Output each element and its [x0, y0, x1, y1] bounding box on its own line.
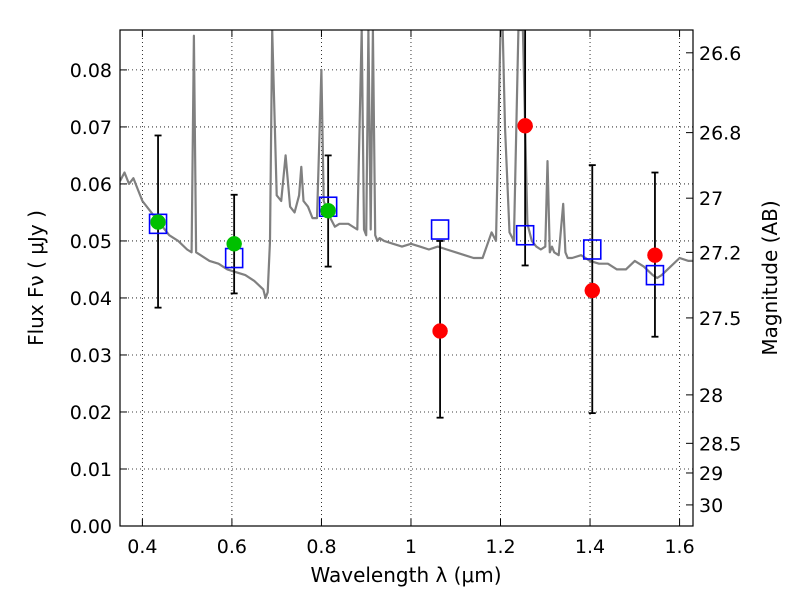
y-axis-label: Flux Fν ( μJy )	[24, 210, 48, 346]
marker-layer	[148, 118, 665, 339]
y-tick-label: 0.02	[70, 402, 112, 424]
y2-tick-label: 27.2	[699, 242, 741, 264]
data-layer	[120, 30, 693, 300]
y2-tick-label: 30	[699, 495, 723, 517]
y2-tick-label: 26.8	[699, 123, 741, 145]
x-tick-label: 1.4	[575, 536, 605, 558]
plot-frame	[119, 29, 694, 527]
y2-tick-label: 27	[699, 188, 723, 210]
model-flux-square	[430, 219, 450, 240]
plot-background	[120, 30, 693, 526]
y-tick-label: 0.05	[70, 231, 112, 253]
marginal-detection-point	[647, 247, 663, 263]
detection-point	[320, 202, 336, 219]
x-tick-label: 0.4	[127, 536, 157, 558]
y-tick-label: 0.07	[70, 117, 112, 139]
x-tick-label: 1	[405, 536, 417, 558]
marginal-detection-point	[432, 323, 448, 339]
model-flux-square	[515, 224, 535, 246]
grid-layer	[120, 30, 693, 526]
x-tick-label: 1.6	[664, 536, 694, 558]
x-tick-label: 1.2	[485, 536, 515, 558]
x-axis-label: Wavelength λ (μm)	[310, 563, 501, 587]
y2-tick-label: 28.5	[699, 433, 741, 455]
y2-tick-label: 28	[699, 385, 723, 407]
tick-layer: 0.4 0.6 0.8 1 1.2 1.4 1.6 0.00 0.01 0.02 0.03 0.04 0…	[70, 30, 741, 558]
y-tick-label: 0.06	[70, 174, 112, 196]
y-tick-label: 0.04	[70, 288, 112, 310]
detection-point	[226, 236, 242, 252]
x-tick-label: 0.8	[306, 536, 336, 558]
y2-axis-label: Magnitude (AB)	[758, 200, 782, 355]
model-flux-square	[645, 264, 665, 286]
y2-tick-label: 27.5	[699, 308, 741, 330]
model-flux-square	[582, 239, 602, 260]
x-tick-label: 0.6	[217, 536, 247, 558]
sed-model-line	[120, 30, 693, 300]
y-tick-label: 0.01	[70, 459, 112, 481]
marginal-detection-point	[517, 118, 533, 134]
y-tick-label: 0.00	[70, 516, 112, 538]
detection-point	[150, 214, 166, 230]
marginal-detection-point	[584, 282, 601, 299]
model-flux-square	[148, 213, 168, 235]
y-tick-label: 0.08	[70, 60, 112, 82]
y2-tick-label: 29	[699, 463, 723, 485]
y-tick-label: 0.03	[70, 345, 112, 367]
y2-tick-label: 26.6	[699, 43, 741, 65]
